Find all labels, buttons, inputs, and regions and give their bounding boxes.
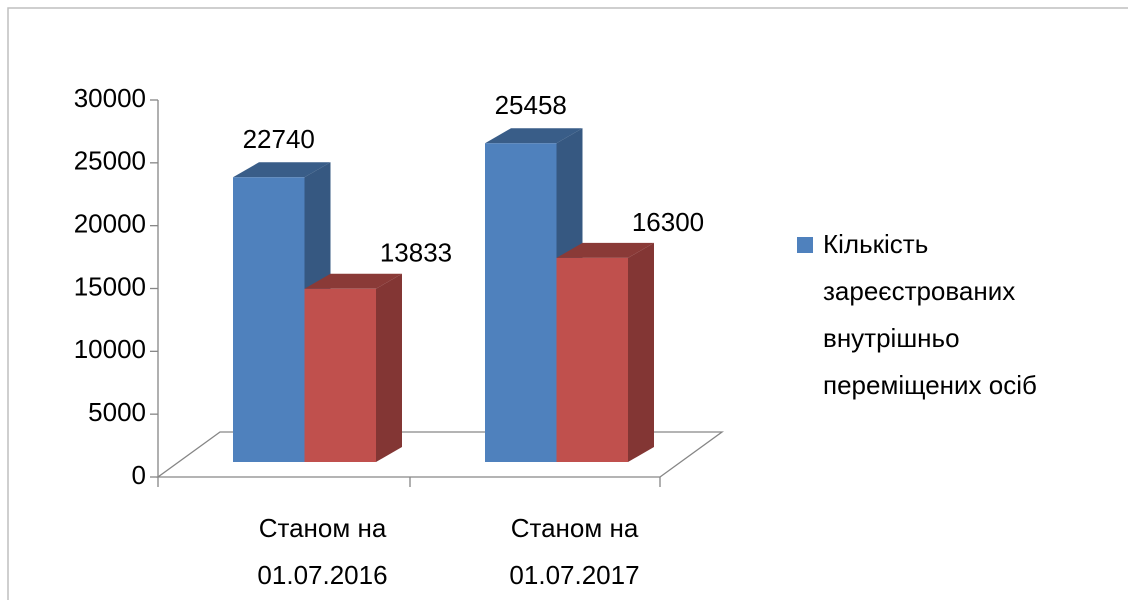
- bar-front: [233, 177, 305, 462]
- bar-side: [628, 242, 654, 462]
- x-tick-label: Станом на 01.07.2016: [257, 513, 388, 590]
- legend-swatch: [797, 237, 813, 253]
- bar-top: [233, 162, 331, 178]
- x-tick-label: Станом на 01.07.2017: [509, 513, 640, 590]
- chart-border: [7, 7, 1128, 600]
- legend-label: Кількість зареєстрованих внутрішньо пере…: [823, 229, 1037, 400]
- bar: [233, 162, 331, 462]
- value-label: 25458: [495, 90, 567, 120]
- bar: [556, 242, 654, 462]
- bar-top: [304, 273, 402, 289]
- y-tick-label: 30000: [74, 83, 146, 113]
- value-label: 22740: [243, 124, 315, 154]
- bar-front: [556, 257, 628, 462]
- value-label: 13833: [380, 238, 452, 268]
- bar-front: [485, 143, 557, 462]
- bar-top: [556, 242, 654, 258]
- y-tick-label: 10000: [74, 334, 146, 364]
- value-label: 16300: [632, 207, 704, 237]
- bar-side: [376, 273, 402, 462]
- y-tick-label: 15000: [74, 271, 146, 301]
- y-tick-label: 25000: [74, 146, 146, 176]
- bar: [304, 273, 402, 462]
- bar-front: [304, 288, 376, 462]
- y-tick-label: 20000: [74, 209, 146, 239]
- y-tick-label: 0: [132, 460, 146, 490]
- bar-top: [485, 128, 583, 144]
- y-tick-label: 5000: [88, 397, 146, 427]
